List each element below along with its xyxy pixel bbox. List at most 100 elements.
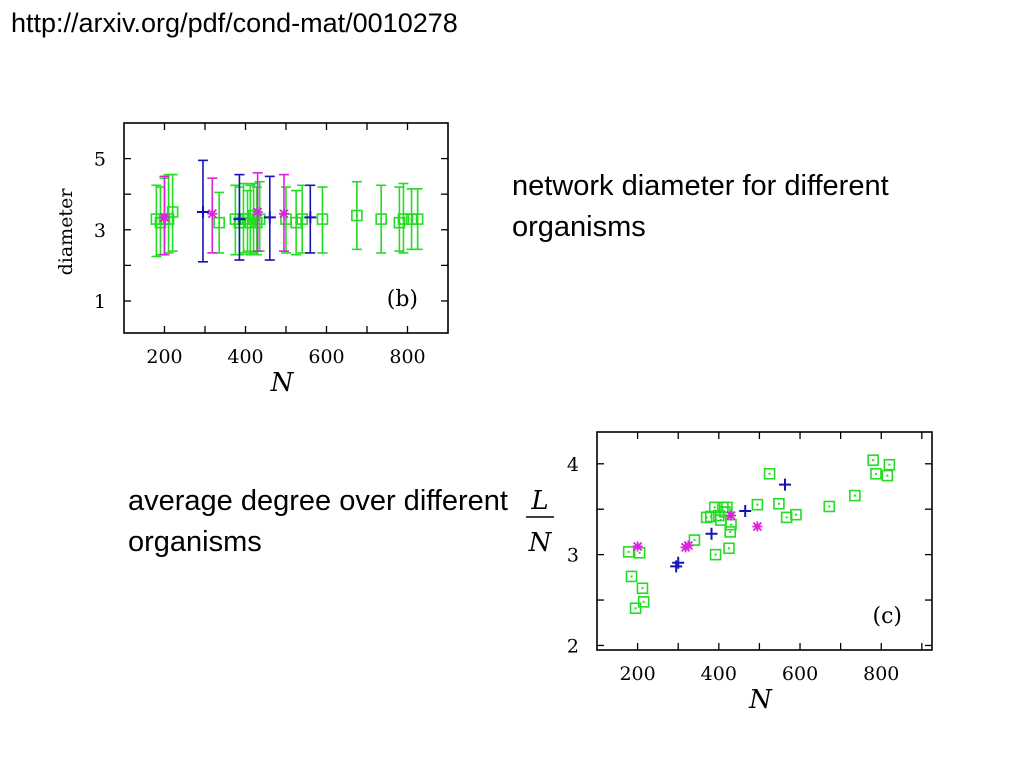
data-point-square-center	[249, 221, 252, 224]
data-point-square	[150, 213, 163, 225]
y-axis-label-numerator-c: L	[530, 486, 548, 516]
data-point-square-center	[255, 221, 258, 224]
data-point-square	[316, 213, 329, 225]
data-point-square-center	[714, 553, 717, 556]
y-tick-label-b: 1	[94, 291, 106, 313]
panel-label-c: (c)	[873, 604, 903, 629]
data-point-square	[867, 454, 879, 466]
x-tick-label-c: 200	[619, 663, 655, 685]
data-point-star	[252, 206, 263, 217]
data-point-square-center	[416, 218, 419, 221]
data-point-square-center	[380, 218, 383, 221]
data-point-square	[773, 497, 785, 510]
data-point-square-center	[630, 575, 633, 578]
y-tick-label-b: 5	[94, 149, 106, 171]
data-point-square-center	[888, 463, 891, 466]
data-point-square	[166, 206, 179, 218]
data-point-star	[632, 541, 643, 552]
data-point-square-center	[246, 218, 249, 221]
data-point-square	[247, 209, 260, 222]
data-point-square-center	[853, 494, 856, 497]
data-point-square-center	[725, 506, 728, 509]
data-point-square-center	[872, 459, 875, 462]
data-point-square-center	[402, 218, 405, 221]
data-point-square	[296, 213, 309, 225]
x-tick-label-b: 200	[146, 346, 182, 368]
data-point-square	[251, 216, 263, 229]
data-point-square-center	[874, 472, 877, 475]
data-point-square-center	[155, 218, 158, 221]
data-point-square	[790, 508, 802, 521]
data-point-square-center	[627, 550, 630, 553]
data-point-square	[213, 216, 225, 229]
data-point-square	[622, 546, 635, 558]
data-point-star	[683, 540, 694, 551]
data-point-square-center	[355, 214, 358, 217]
x-tick-label-c: 800	[863, 663, 899, 685]
data-point-square	[870, 467, 882, 480]
data-point-star	[278, 208, 289, 219]
data-point-square-center	[756, 503, 759, 506]
x-axis-label-c: N	[748, 685, 773, 715]
x-tick-label-b: 600	[308, 346, 344, 368]
x-tick-label-c: 600	[782, 663, 818, 685]
data-point-square	[849, 489, 861, 502]
x-tick-label-b: 400	[227, 346, 263, 368]
data-point-square-center	[159, 221, 162, 224]
data-point-square-center	[727, 547, 730, 550]
data-point-square	[724, 526, 736, 538]
y-axis-label-b: diameter	[55, 188, 77, 276]
data-point-plus	[739, 505, 752, 518]
data-point-plus	[233, 213, 246, 226]
data-point-square	[763, 467, 776, 480]
data-point-square-center	[295, 221, 298, 224]
data-point-plus	[705, 527, 718, 540]
data-point-square-center	[693, 539, 696, 542]
data-point-square-center	[641, 587, 644, 590]
data-point-plus	[263, 211, 276, 224]
data-point-plus	[779, 478, 792, 491]
y-tick-label-b: 3	[94, 220, 106, 242]
data-point-square	[709, 548, 722, 561]
data-point-square	[823, 500, 836, 513]
data-point-star	[207, 208, 218, 219]
data-point-square-center	[705, 516, 708, 519]
y-tick-label-c: 4	[567, 454, 579, 476]
data-point-star	[752, 521, 763, 532]
data-point-square-center	[634, 607, 637, 610]
data-point-square	[375, 213, 387, 225]
data-point-square-center	[828, 505, 831, 508]
degree-caption: average degree over different organisms	[128, 485, 508, 558]
data-point-square	[636, 582, 649, 595]
data-point-square-center	[285, 218, 287, 221]
data-point-square	[637, 596, 650, 608]
data-point-square-center	[642, 600, 645, 603]
data-point-square-center	[171, 210, 174, 213]
x-tick-label-c: 400	[701, 663, 737, 685]
y-tick-label-c: 2	[567, 635, 579, 657]
source-url[interactable]: http://arxiv.org/pdf/cond-mat/0010278	[11, 8, 458, 38]
data-point-plus	[196, 205, 209, 218]
y-axis-label-denominator-c: N	[528, 528, 553, 558]
data-point-plus	[304, 211, 317, 224]
data-point-plus	[672, 556, 685, 569]
data-point-square-center	[321, 218, 324, 221]
diameter-caption: network diameter for different organisms	[512, 170, 889, 243]
data-point-square-center	[709, 515, 712, 518]
x-tick-label-b: 800	[389, 346, 425, 368]
data-point-square	[881, 469, 894, 482]
data-point-square-center	[729, 530, 732, 533]
panel-label-b: (b)	[387, 287, 418, 312]
data-point-square-center	[719, 519, 722, 522]
data-point-square-center	[638, 551, 641, 554]
data-point-star	[726, 510, 736, 521]
data-point-square	[411, 213, 424, 225]
data-point-square	[723, 542, 735, 555]
data-point-square	[351, 209, 363, 222]
data-point-star	[159, 212, 170, 223]
data-point-square	[883, 458, 896, 471]
data-point-square-center	[794, 513, 797, 516]
data-point-square	[688, 534, 701, 546]
data-point-square-center	[410, 218, 413, 221]
